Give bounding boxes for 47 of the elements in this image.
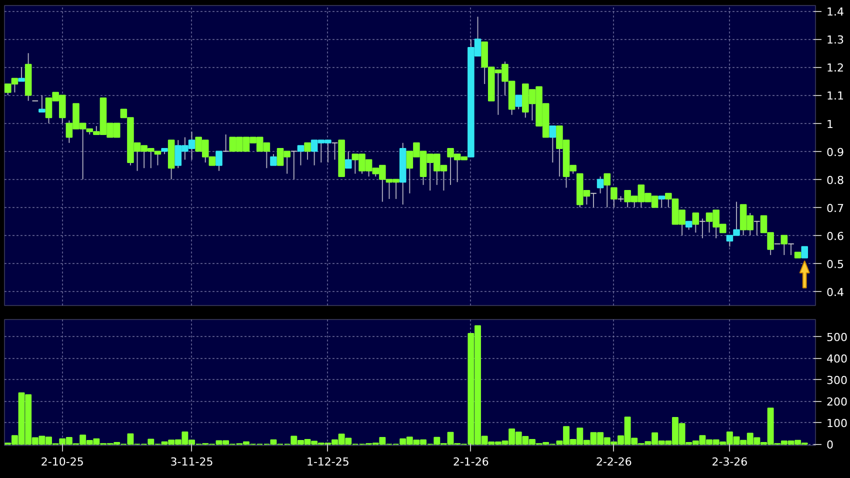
y-tick-label: 400	[826, 352, 848, 366]
y-tick-label: 0.5	[826, 258, 844, 271]
x-tick-label: 2-10-25	[40, 456, 84, 468]
candlestick	[297, 145, 304, 166]
candlestick	[692, 212, 700, 234]
candlestick	[699, 218, 706, 239]
candlestick	[801, 246, 808, 258]
candlestick	[780, 234, 788, 256]
y-tick-label: 0.4	[826, 286, 844, 299]
x-tick-label: 2-3-26	[712, 456, 748, 468]
candlestick	[596, 176, 604, 194]
y-tick-label: 300	[826, 374, 848, 388]
y-tick-label: 100	[826, 417, 848, 430]
candlestick	[658, 196, 665, 208]
candlestick	[38, 94, 46, 113]
y-tick-label: 200	[826, 396, 848, 409]
candlestick	[610, 187, 618, 208]
candlestick	[515, 94, 522, 110]
y-tick-label: 0	[826, 438, 834, 452]
candlestick	[788, 243, 794, 256]
y-tick-label: 1.1	[826, 90, 844, 103]
candlestick	[590, 192, 597, 208]
x-tick-label: 2-1-26	[452, 456, 489, 468]
candlestick	[18, 66, 25, 82]
y-tick-label: 0.9	[826, 146, 844, 159]
y-tick-label: 0.8	[826, 174, 844, 187]
candlestick	[604, 173, 611, 208]
y-tick-label: 1	[826, 118, 834, 131]
candlestick	[344, 150, 352, 169]
y-tick-label: 1.4	[826, 6, 844, 19]
candlestick	[754, 220, 760, 236]
x-tick-label: 1-12-25	[306, 456, 350, 468]
x-tick-label: 2-2-26	[596, 456, 632, 468]
candlestick	[304, 142, 311, 160]
y-tick-label: 1.3	[826, 34, 844, 47]
candlestick	[617, 196, 624, 202]
y-tick-label: 1.2	[826, 62, 844, 75]
candlestick	[216, 150, 222, 172]
y-tick-label: 0.6	[826, 230, 844, 243]
x-tick-label: 3-11-25	[170, 456, 214, 468]
candlestick	[549, 126, 556, 164]
candlestick	[222, 134, 230, 152]
y-tick-label: 0.7	[826, 202, 844, 215]
y-tick-label: 500	[826, 331, 848, 344]
candlestick	[331, 142, 338, 160]
candlestick	[290, 150, 298, 180]
candlestick	[270, 154, 277, 166]
